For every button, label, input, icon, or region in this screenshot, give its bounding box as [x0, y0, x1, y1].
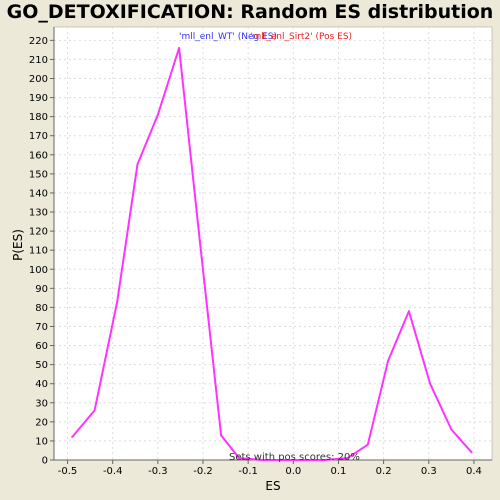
x-tick-label: 0.0	[285, 466, 301, 477]
y-tick-label: 180	[29, 112, 48, 123]
pos-scores-annotation: Sets with pos scores: 20%	[229, 452, 360, 463]
x-tick-label: -0.4	[103, 466, 123, 477]
legend-entry-neg: 'mll_enl_WT' (Neg ES)	[179, 32, 277, 42]
data-point	[198, 239, 201, 242]
data-point	[408, 310, 410, 313]
data-point	[346, 457, 349, 459]
y-tick-label: 140	[29, 188, 48, 199]
grid	[54, 27, 492, 461]
y-tick-label: 130	[29, 208, 48, 219]
y-tick-label: 40	[35, 379, 48, 390]
y-tick-label: 10	[35, 436, 48, 447]
data-point	[450, 428, 453, 431]
x-tick-label: -0.2	[193, 466, 213, 477]
data-point	[93, 409, 96, 412]
y-tick-label: 120	[29, 227, 48, 238]
x-tick-label: 0.2	[376, 466, 392, 477]
y-tick-label: 30	[35, 398, 48, 409]
data-point	[156, 113, 159, 116]
y-tick-label: 60	[35, 341, 48, 352]
y-tick-label: 100	[29, 265, 48, 276]
y-tick-label: 150	[29, 169, 48, 180]
y-tick-label: 170	[29, 131, 48, 142]
y-tick-label: 220	[29, 36, 48, 47]
data-point	[238, 457, 241, 459]
x-tick-label: -0.3	[148, 466, 168, 477]
y-axis-label: P(ES)	[11, 229, 25, 261]
y-tick-label: 210	[29, 55, 48, 66]
y-tick-label: 0	[42, 456, 48, 467]
data-point	[292, 459, 295, 461]
data-point	[387, 359, 390, 362]
data-point	[470, 451, 473, 454]
y-tick-label: 90	[35, 284, 48, 295]
data-point	[178, 47, 180, 49]
x-tick-label: 0.4	[466, 466, 482, 477]
x-ticks: -0.5 -0.4 -0.3 -0.2 -0.1 0.0 0.1 0.2 0.3 0.4	[58, 460, 482, 477]
series	[71, 47, 473, 461]
y-tick-label: 200	[29, 74, 48, 85]
x-tick-label: -0.1	[238, 466, 258, 477]
chart-title: GO_DETOXIFICATION: Random ES distributio…	[6, 1, 494, 23]
y-tick-label: 160	[29, 150, 48, 161]
data-point	[324, 459, 326, 461]
y-ticks: 0 10 20 30 40 50 60 70 80 90 100 110 120 130 140 150 160…	[29, 36, 54, 467]
x-tick-label: -0.5	[58, 466, 78, 477]
data-point	[116, 300, 119, 303]
data-point	[71, 436, 73, 439]
y-tick-label: 110	[29, 246, 48, 257]
y-tick-label: 80	[35, 303, 48, 314]
data-point	[220, 434, 222, 437]
y-tick-label: 70	[35, 322, 48, 333]
y-tick-label: 20	[35, 417, 48, 428]
y-tick-label: 190	[29, 93, 48, 104]
x-axis-label: ES	[265, 479, 280, 493]
x-tick-label: 0.3	[421, 466, 437, 477]
data-point	[429, 382, 432, 385]
x-tick-label: 0.1	[331, 466, 347, 477]
plot-area	[53, 26, 493, 461]
data-point	[136, 163, 139, 166]
data-point	[366, 443, 369, 446]
y-tick-label: 50	[35, 360, 48, 371]
legend-entry-pos: 'mll_enl_Sirt2' (Pos ES)	[250, 32, 352, 42]
data-point	[260, 459, 263, 461]
